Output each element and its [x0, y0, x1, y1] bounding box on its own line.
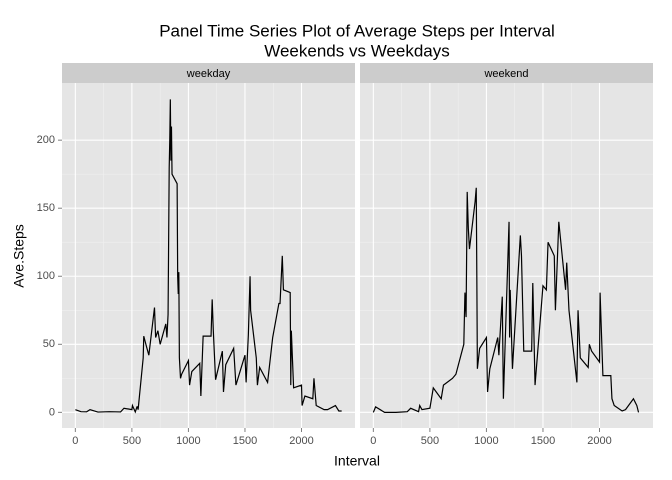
strip-label: weekday [186, 68, 231, 80]
strip-background [62, 63, 355, 83]
y-tick-label: 100 [37, 270, 55, 282]
y-tick-label: 0 [49, 406, 55, 418]
strip-background [360, 63, 653, 83]
x-tick-label: 500 [421, 435, 439, 447]
panel-background [62, 83, 355, 428]
chart-title: Panel Time Series Plot of Average Steps … [159, 21, 555, 40]
chart-subtitle: Weekends vs Weekdays [264, 41, 450, 60]
x-tick-label: 500 [123, 435, 141, 447]
x-tick-label: 1500 [531, 435, 555, 447]
x-tick-label: 1000 [474, 435, 498, 447]
x-tick-label: 1000 [176, 435, 200, 447]
line [75, 99, 342, 414]
line [372, 187, 640, 413]
x-tick-label: 0 [370, 435, 376, 447]
y-tick-label: 150 [37, 202, 55, 214]
x-tick-label: 2000 [587, 435, 611, 447]
strip-label: weekend [483, 68, 528, 80]
y-tick-label: 50 [43, 338, 55, 350]
x-tick-label: 2000 [289, 435, 313, 447]
y-tick-label: 200 [37, 134, 55, 146]
x-tick-label: 1500 [233, 435, 257, 447]
panel-background [360, 83, 653, 428]
x-axis-title: Interval [334, 453, 380, 469]
y-axis-title: Ave.Steps [11, 224, 27, 288]
x-tick-label: 0 [72, 435, 78, 447]
